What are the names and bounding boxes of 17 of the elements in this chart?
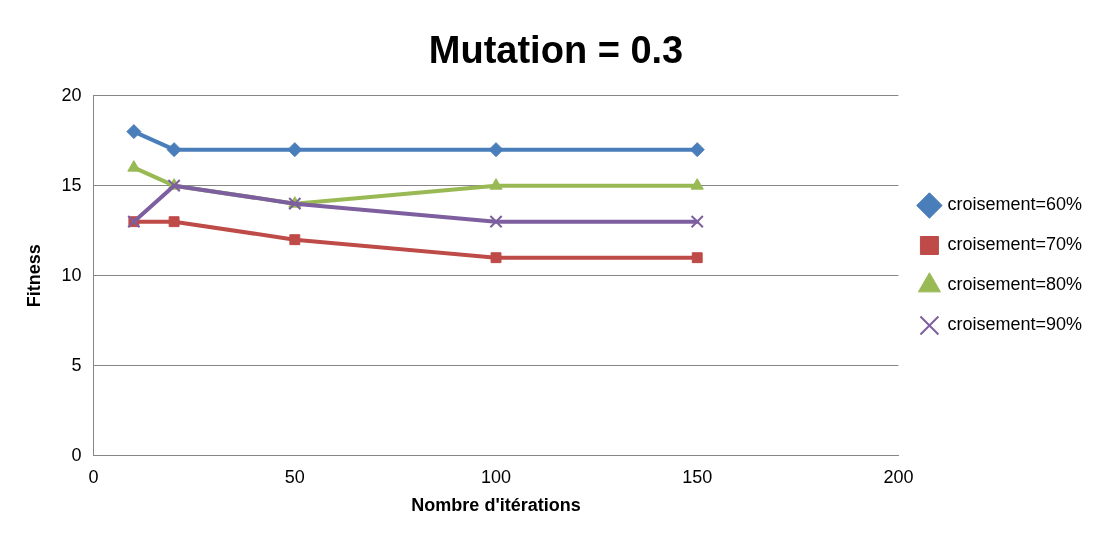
chart-title: Mutation = 0.3 <box>428 29 684 72</box>
x-tick-label: 50 <box>284 466 305 487</box>
x-tick-label: 100 <box>481 466 512 487</box>
x-tick-label: 200 <box>883 466 914 487</box>
legend-label: croisement=80% <box>947 274 1083 295</box>
legend-label: croisement=70% <box>947 234 1083 255</box>
x-axis-title: Nombre d'itérations <box>411 495 581 516</box>
y-tick-label: 0 <box>71 444 82 465</box>
y-tick-label: 10 <box>61 264 82 285</box>
x-tick-label: 150 <box>682 466 713 487</box>
x-tick-label: 0 <box>88 466 99 487</box>
legend-label: croisement=90% <box>947 314 1083 335</box>
y-tick-label: 15 <box>61 174 82 195</box>
y-tick-label: 20 <box>61 84 82 105</box>
y-tick-label: 5 <box>71 354 82 375</box>
legend-label: croisement=60% <box>947 194 1083 215</box>
y-axis-title: Fitness <box>23 244 44 308</box>
